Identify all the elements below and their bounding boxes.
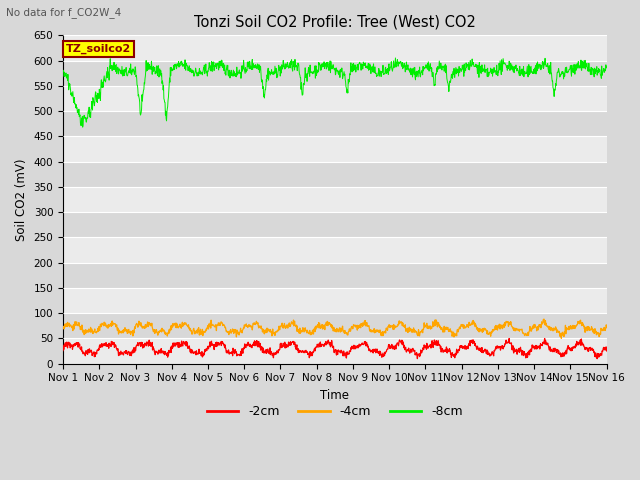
Legend: -2cm, -4cm, -8cm: -2cm, -4cm, -8cm: [202, 400, 468, 423]
Y-axis label: Soil CO2 (mV): Soil CO2 (mV): [15, 158, 28, 241]
Bar: [63, 86, 607, 111]
X-axis label: Time: Time: [321, 389, 349, 402]
Bar: [63, 338, 607, 364]
Bar: [63, 60, 607, 86]
Bar: [63, 111, 607, 136]
Bar: [63, 263, 607, 288]
Bar: [63, 288, 607, 313]
Bar: [63, 212, 607, 238]
Title: Tonzi Soil CO2 Profile: Tree (West) CO2: Tonzi Soil CO2 Profile: Tree (West) CO2: [194, 15, 476, 30]
Bar: [63, 187, 607, 212]
Bar: [63, 136, 607, 162]
Text: TZ_soilco2: TZ_soilco2: [66, 44, 131, 54]
Bar: [63, 313, 607, 338]
Bar: [63, 162, 607, 187]
Bar: [63, 238, 607, 263]
Bar: [63, 36, 607, 60]
Text: No data for f_CO2W_4: No data for f_CO2W_4: [6, 7, 122, 18]
